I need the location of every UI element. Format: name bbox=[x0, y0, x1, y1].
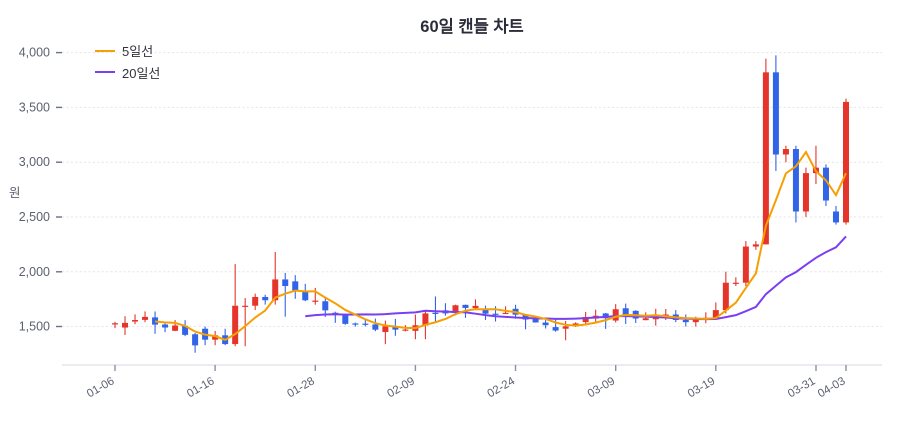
svg-text:03-31: 03-31 bbox=[786, 375, 817, 400]
svg-text:02-09: 02-09 bbox=[385, 375, 416, 400]
svg-text:03-09: 03-09 bbox=[586, 375, 617, 400]
svg-text:2,500: 2,500 bbox=[19, 210, 50, 224]
svg-text:01-06: 01-06 bbox=[85, 375, 116, 400]
svg-text:02-24: 02-24 bbox=[486, 375, 518, 400]
svg-text:1,500: 1,500 bbox=[19, 320, 50, 334]
svg-text:2,000: 2,000 bbox=[19, 265, 50, 279]
svg-text:3,000: 3,000 bbox=[19, 155, 50, 169]
svg-text:4,000: 4,000 bbox=[19, 46, 50, 60]
svg-text:3,500: 3,500 bbox=[19, 100, 50, 114]
svg-text:01-28: 01-28 bbox=[285, 375, 316, 400]
svg-text:01-16: 01-16 bbox=[185, 375, 216, 400]
svg-text:04-03: 04-03 bbox=[816, 375, 847, 400]
svg-text:03-19: 03-19 bbox=[686, 375, 717, 400]
